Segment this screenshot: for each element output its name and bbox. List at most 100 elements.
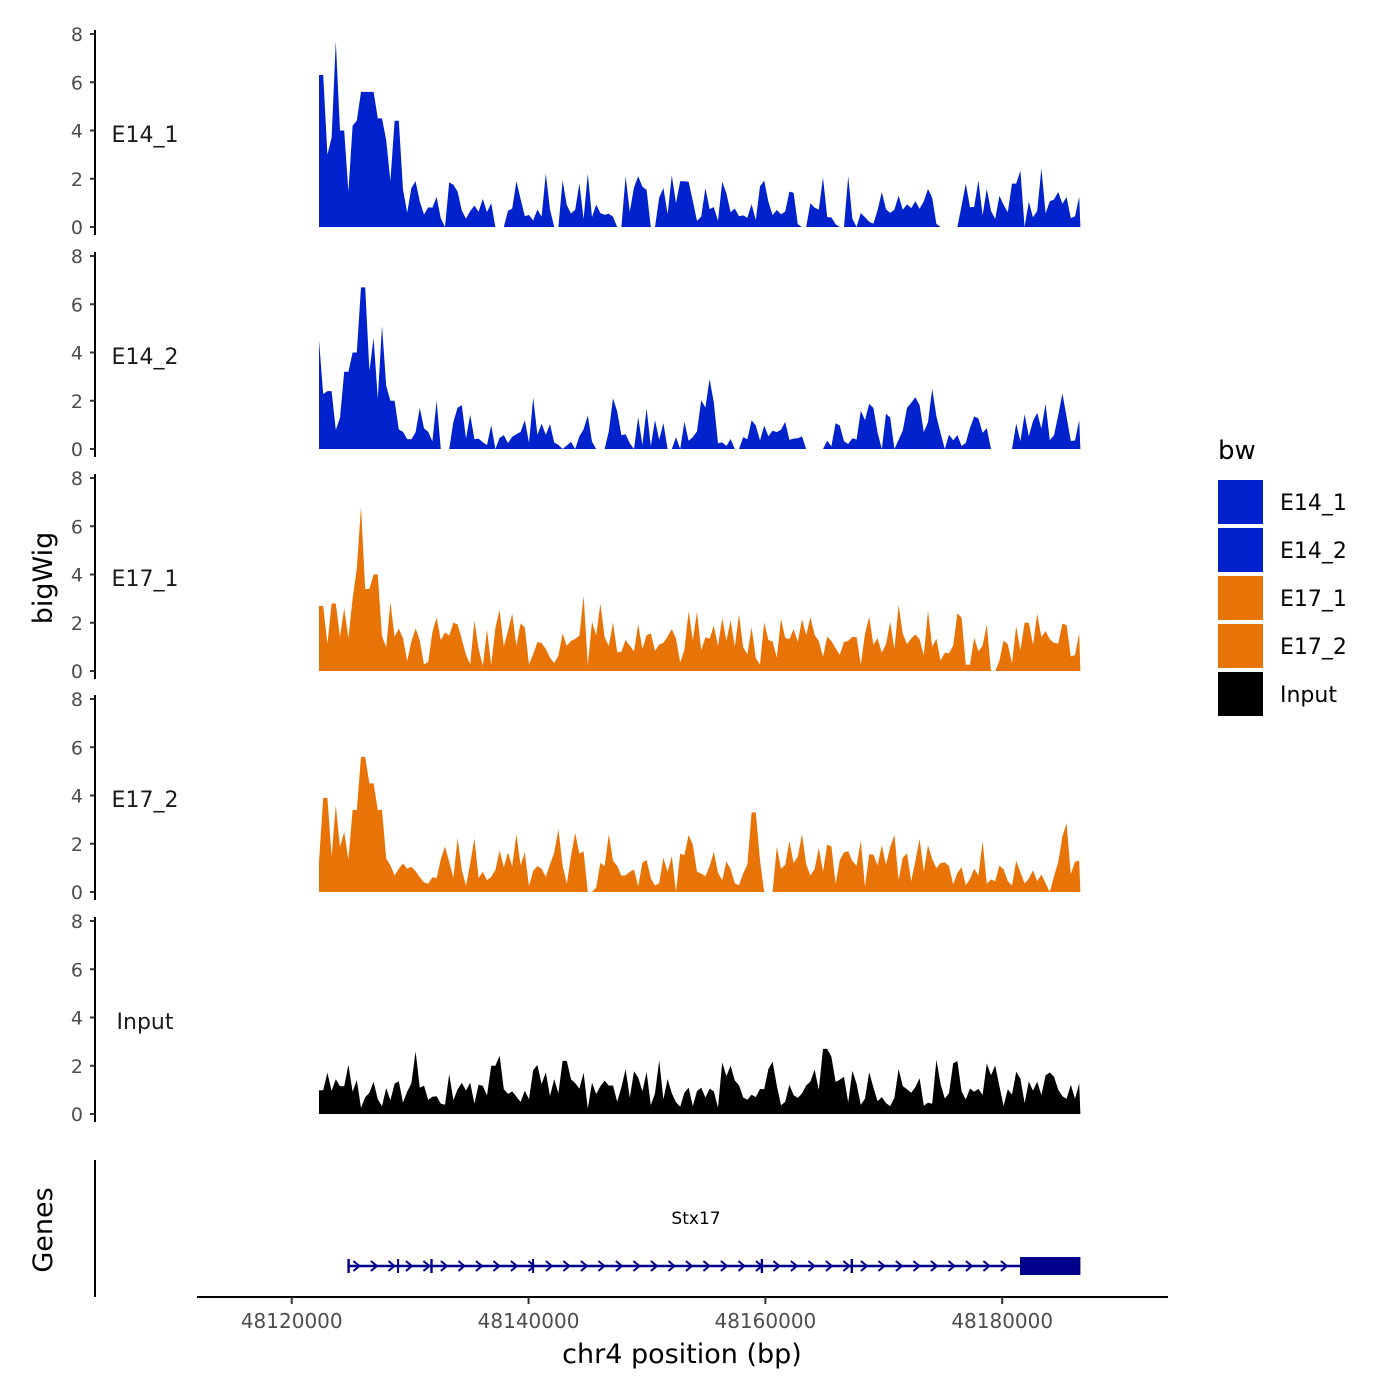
track-E17_2: 0 2 4 6 8 E17_2 <box>71 689 1081 904</box>
legend-label: E14_2 <box>1280 539 1347 564</box>
x-tick-label: 48140000 <box>478 1309 580 1333</box>
genes-axis-title: Genes <box>28 1187 59 1272</box>
y-tick-label: 8 <box>71 24 83 46</box>
track-label: E17_2 <box>112 788 179 813</box>
y-tick-label: 2 <box>71 391 83 413</box>
legend-label: E17_1 <box>1280 587 1347 612</box>
legend: bw E14_1 E14_2 E17_1 E17_2 Input <box>1218 436 1347 716</box>
strand-arrow <box>772 1260 781 1272</box>
legend-label: E14_1 <box>1280 491 1347 516</box>
strand-arrow <box>475 1260 484 1272</box>
track-panels: 0 2 4 6 8 E14_1 0 2 4 6 8 E14_2 0 2 4 6 8 E17_1 0 2 4 6 8 E17_2… <box>71 24 1081 1126</box>
legend-label: Input <box>1280 683 1337 708</box>
strand-arrow <box>790 1260 799 1272</box>
legend-swatch <box>1218 672 1263 716</box>
x-axis-title: chr4 position (bp) <box>562 1339 802 1370</box>
y-tick-label: 8 <box>71 911 83 933</box>
track-label: E17_1 <box>112 567 179 592</box>
y-tick-label: 8 <box>71 246 83 268</box>
gene-label: Stx17 <box>671 1209 720 1229</box>
y-tick-label: 0 <box>71 217 83 239</box>
strand-arrow <box>825 1260 834 1272</box>
strand-arrow <box>510 1260 519 1272</box>
y-tick-label: 0 <box>71 439 83 461</box>
x-axis: 48120000 48140000 48160000 48180000 <box>197 1296 1168 1333</box>
y-tick-label: 8 <box>71 689 83 711</box>
y-tick-label: 4 <box>71 1008 83 1030</box>
track-E14_2: 0 2 4 6 8 E14_2 <box>71 246 1081 461</box>
gene-exon <box>397 1259 400 1273</box>
legend-swatch <box>1218 480 1263 524</box>
track-label: Input <box>117 1010 174 1035</box>
strand-arrow <box>597 1260 606 1272</box>
strand-arrow <box>440 1260 449 1272</box>
track-Input: 0 2 4 6 8 Input <box>71 911 1081 1126</box>
strand-arrow <box>615 1260 624 1272</box>
strand-arrow <box>370 1260 379 1272</box>
y-tick-label: 4 <box>71 786 83 808</box>
signal-area-E14_2 <box>319 287 1081 449</box>
y-tick-label: 2 <box>71 169 83 191</box>
legend-title: bw <box>1218 436 1256 466</box>
track-E14_1: 0 2 4 6 8 E14_1 <box>71 24 1081 239</box>
x-tick-label: 48160000 <box>714 1309 816 1333</box>
strand-arrow <box>1000 1260 1009 1272</box>
strand-arrow <box>545 1260 554 1272</box>
signal-area-E17_2 <box>319 756 1081 892</box>
gene-exon <box>430 1259 433 1273</box>
legend-swatch <box>1218 576 1263 620</box>
y-tick-label: 0 <box>71 661 83 683</box>
strand-arrow <box>352 1260 361 1272</box>
y-tick-label: 4 <box>71 565 83 587</box>
strand-arrow <box>492 1260 501 1272</box>
strand-arrow <box>965 1260 974 1272</box>
gene-exon <box>1020 1257 1081 1275</box>
track-E17_1: 0 2 4 6 8 E17_1 <box>71 468 1081 683</box>
strand-arrow <box>562 1260 571 1272</box>
strand-arrow <box>580 1260 589 1272</box>
signal-area-Input <box>319 1048 1081 1114</box>
gene-exon <box>347 1259 350 1273</box>
y-tick-label: 4 <box>71 121 83 143</box>
strand-arrow <box>860 1260 869 1272</box>
y-tick-label: 2 <box>71 613 83 635</box>
strand-arrow <box>877 1260 886 1272</box>
strand-arrow <box>720 1260 729 1272</box>
strand-arrow <box>947 1260 956 1272</box>
strand-arrow <box>685 1260 694 1272</box>
y-tick-label: 8 <box>71 468 83 490</box>
strand-arrow <box>807 1260 816 1272</box>
y-tick-label: 4 <box>71 343 83 365</box>
legend-swatch <box>1218 624 1263 668</box>
strand-arrow <box>842 1260 851 1272</box>
y-tick-label: 2 <box>71 1056 83 1078</box>
y-tick-label: 0 <box>71 1104 83 1126</box>
strand-arrow <box>895 1260 904 1272</box>
gene-track-panel: Stx17 <box>94 1160 1081 1297</box>
gene-exon <box>532 1259 535 1273</box>
strand-arrow <box>527 1260 536 1272</box>
x-tick-label: 48120000 <box>241 1309 343 1333</box>
strand-arrow <box>912 1260 921 1272</box>
y-tick-label: 0 <box>71 882 83 904</box>
strand-arrow <box>737 1260 746 1272</box>
track-label: E14_1 <box>112 123 179 148</box>
gene-exon <box>760 1259 764 1273</box>
strand-arrow <box>457 1260 466 1272</box>
strand-arrow <box>387 1260 396 1272</box>
y-tick-label: 2 <box>71 834 83 856</box>
strand-arrow <box>632 1260 641 1272</box>
y-axis-title: bigWig <box>28 532 59 625</box>
strand-arrow <box>405 1260 414 1272</box>
strand-arrow <box>667 1260 676 1272</box>
strand-arrow <box>930 1260 939 1272</box>
legend-swatch <box>1218 528 1263 572</box>
y-tick-label: 6 <box>71 516 83 538</box>
y-tick-label: 6 <box>71 959 83 981</box>
legend-label: E17_2 <box>1280 635 1347 660</box>
x-tick-label: 48180000 <box>951 1309 1053 1333</box>
strand-arrow <box>650 1260 659 1272</box>
strand-arrow <box>702 1260 711 1272</box>
gene-exon <box>850 1259 853 1273</box>
